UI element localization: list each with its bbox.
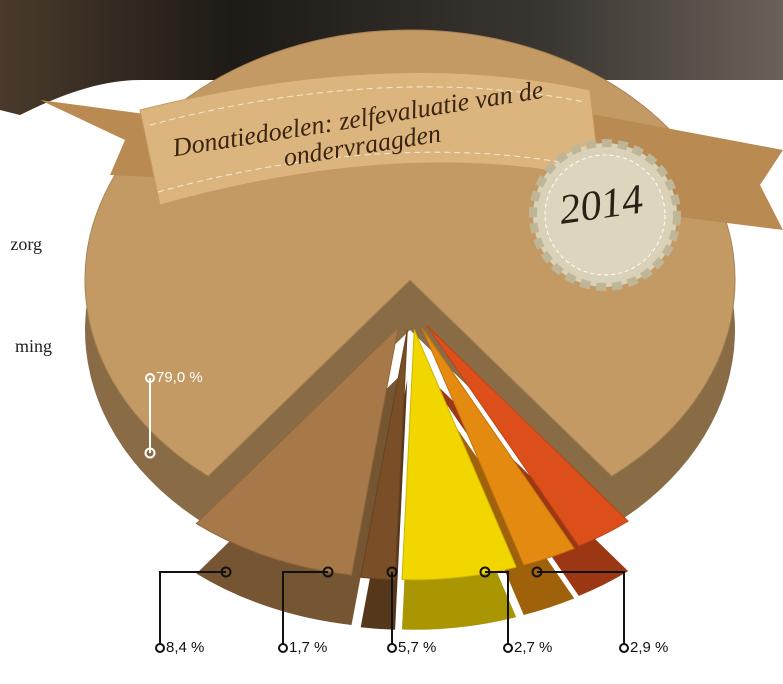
badge: 2014	[533, 143, 677, 287]
connector-dot	[388, 644, 396, 652]
value-label: 8,4 %	[166, 639, 204, 656]
value-label: 1,7 %	[289, 639, 327, 656]
connector-dot	[156, 644, 164, 652]
connector-dot	[504, 644, 512, 652]
value-label: 2,9 %	[630, 639, 668, 656]
value-label: 79,0 %	[156, 369, 203, 386]
value-label: 2,7 %	[514, 639, 552, 656]
connector-dot	[620, 644, 628, 652]
page: 2014 zorg ming 79,0 % 8,4 % 1,7 % 5,7 % 2,7 …	[0, 0, 783, 684]
value-label: 5,7 %	[398, 639, 436, 656]
connector-dot	[279, 644, 287, 652]
annotation: zorg	[10, 234, 42, 254]
annotation: ming	[15, 336, 52, 356]
